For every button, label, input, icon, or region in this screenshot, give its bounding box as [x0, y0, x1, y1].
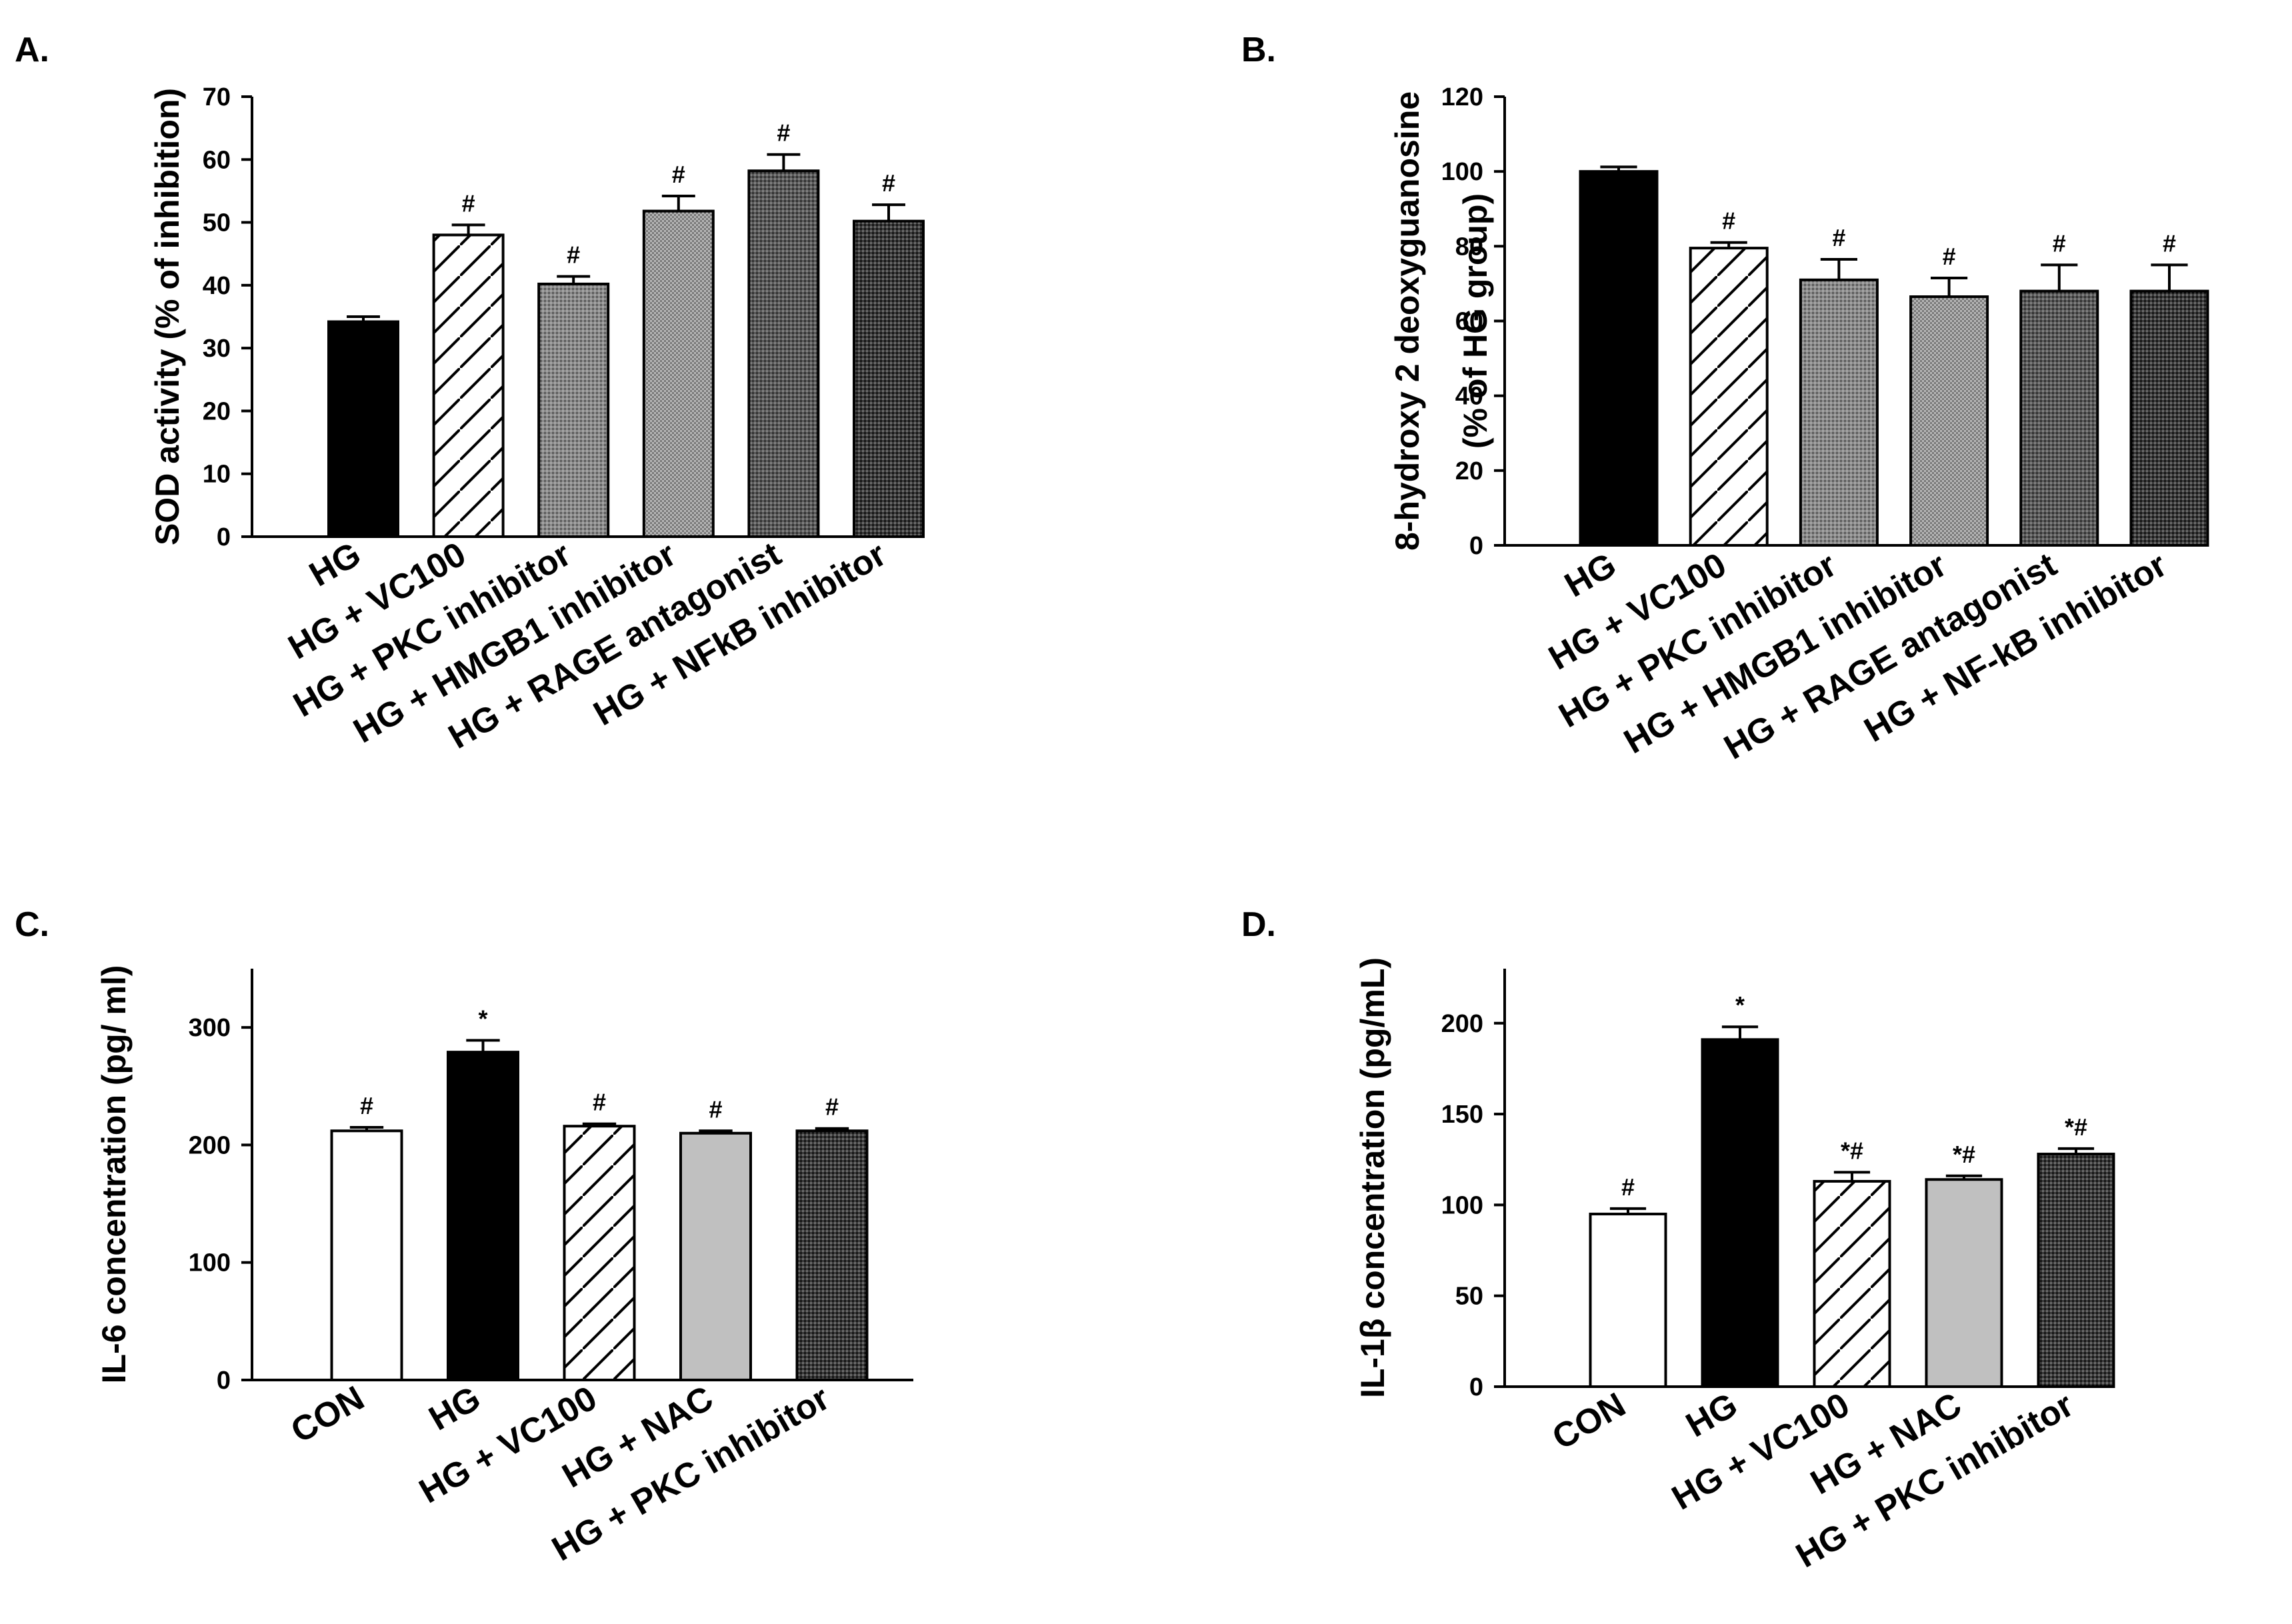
significance-marker: #: [1832, 224, 1845, 251]
category-label: HG: [1558, 545, 1623, 605]
y-tick-label: 20: [203, 397, 231, 425]
significance-marker: *#: [2065, 1113, 2087, 1141]
y-axis-label: IL-1β concentration (pg/mL): [1354, 957, 1391, 1398]
bar-hg-nfkb-inhibitor: [853, 219, 925, 538]
panel-label-d: D.: [1241, 905, 1276, 944]
significance-marker: #: [1621, 1173, 1635, 1201]
bar-con: [330, 1129, 403, 1381]
bar-hg: [1579, 170, 1659, 547]
bar-hg-hmgb1-inhibitor: [642, 209, 715, 538]
significance-marker: #: [462, 189, 475, 217]
y-tick-label: 100: [1441, 158, 1483, 186]
bar-hg-vc100: [563, 1125, 636, 1382]
y-tick-label: 30: [203, 335, 231, 363]
y-tick-label: 300: [189, 1014, 231, 1042]
category-label: CON: [1546, 1385, 1632, 1457]
y-tick-label: 0: [217, 1367, 231, 1395]
bar-hg-vc100: [1813, 1179, 1891, 1388]
bar-hg-vc100: [432, 233, 505, 538]
y-tick-label: 200: [189, 1131, 231, 1159]
significance-marker: *: [478, 1005, 487, 1033]
bar-hg-rage-antagonist: [747, 169, 820, 538]
significance-marker: #: [567, 241, 580, 269]
y-tick-label: 40: [203, 272, 231, 300]
bar-hg-pkc-inhibitor: [2037, 1153, 2115, 1389]
panel-label-a: A.: [15, 31, 49, 69]
significance-marker: *#: [1953, 1141, 1975, 1168]
significance-marker: #: [360, 1092, 373, 1119]
panel-label-b: B.: [1241, 31, 1276, 69]
bar-hg: [447, 1051, 519, 1381]
deoxyguanosine-chart: 0 20 40 60 80 100 120 8-hydroxy 2 deoxyguanosin…: [1389, 83, 2209, 767]
category-label: CON: [285, 1379, 371, 1451]
y-axis-label: SOD activity (% of inhibition): [149, 88, 186, 545]
y-tick-label: 0: [217, 523, 231, 551]
y-tick-label: 80: [1455, 233, 1483, 261]
significance-marker: #: [2163, 229, 2176, 257]
y-tick-label: 60: [1455, 308, 1483, 336]
y-tick-label: 50: [203, 209, 231, 237]
y-tick-label: 200: [1441, 1010, 1483, 1038]
bar-hg-pkc-inhibitor: [795, 1129, 869, 1381]
significance-marker: *#: [1841, 1137, 1863, 1164]
y-tick-label: 20: [1455, 457, 1483, 485]
significance-marker: #: [1722, 207, 1735, 235]
y-tick-label: 150: [1441, 1101, 1483, 1129]
y-axis-label: 8-hydroxy 2 deoxyguanosine: [1389, 91, 1426, 551]
significance-marker: #: [777, 119, 790, 147]
panel-label-c: C.: [15, 905, 49, 944]
bar-hg: [1701, 1038, 1779, 1388]
significance-marker: *: [1735, 991, 1745, 1019]
significance-marker: #: [593, 1089, 606, 1116]
significance-marker: #: [882, 169, 895, 197]
il6-chart: 0 100 200 300 IL-6 concentration (pg/ ml) # CO…: [95, 965, 913, 1569]
significance-marker: #: [2053, 229, 2066, 257]
y-tick-label: 100: [189, 1249, 231, 1277]
bar-hg-nac: [679, 1131, 752, 1382]
bar-hg-hmgb1-inhibitor: [1909, 295, 1989, 547]
category-label: HG: [423, 1379, 487, 1438]
bar-con: [1589, 1213, 1667, 1388]
bar-hg-rage-antagonist: [2019, 289, 2099, 547]
y-tick-label: 0: [1469, 532, 1483, 560]
bar-hg-vc100: [1689, 247, 1769, 547]
category-label: HG: [303, 535, 367, 594]
bar-hg-nac: [1925, 1178, 2003, 1388]
bar-hg: [327, 320, 399, 538]
y-tick-label: 10: [203, 461, 231, 489]
y-tick-label: 100: [1441, 1191, 1483, 1219]
y-tick-label: 0: [1469, 1373, 1483, 1401]
y-axis-label: IL-6 concentration (pg/ ml): [95, 965, 133, 1384]
category-label: HG: [1679, 1385, 1744, 1445]
y-tick-label: 120: [1441, 83, 1483, 111]
significance-marker: #: [672, 161, 685, 188]
bar-hg-pkc-inhibitor: [1799, 278, 1879, 547]
sod-activity-chart: 0 10 20 30 40 50 60 70 SOD activity (% of inhibi…: [149, 83, 925, 757]
bar-hg-nf-kb-inhibitor: [2129, 289, 2209, 547]
significance-marker: #: [1943, 243, 1956, 270]
y-axis-label: (% of HG group): [1457, 193, 1494, 449]
significance-marker: #: [825, 1093, 839, 1121]
bar-hg-pkc-inhibitor: [537, 282, 610, 538]
y-tick-label: 50: [1455, 1283, 1483, 1311]
y-tick-label: 60: [203, 146, 231, 174]
y-tick-label: 40: [1455, 383, 1483, 411]
y-tick-label: 70: [203, 83, 231, 111]
significance-marker: #: [709, 1095, 722, 1123]
il1b-chart: 0 50 100 150 200 IL-1β concentration (pg/mL) #…: [1354, 957, 2115, 1575]
